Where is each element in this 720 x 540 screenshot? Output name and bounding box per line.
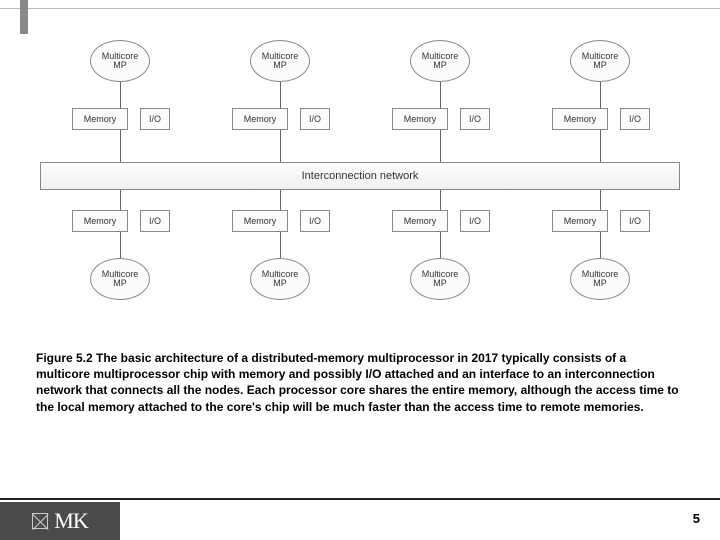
header-accent [20, 0, 28, 34]
multicore-mp-node: Multicore MP [90, 40, 150, 82]
multicore-mp-node: Multicore MP [410, 40, 470, 82]
connector-line [440, 190, 441, 210]
interconnect-label: Interconnection network [302, 170, 419, 182]
io-box: I/O [620, 108, 650, 130]
memory-box: Memory [552, 108, 608, 130]
connector-line [280, 232, 281, 258]
connector-line [440, 82, 441, 108]
multicore-mp-node: Multicore MP [570, 258, 630, 300]
connector-line [440, 130, 441, 162]
connector-line [600, 82, 601, 108]
io-box: I/O [300, 210, 330, 232]
memory-box: Memory [232, 210, 288, 232]
connector-line [600, 232, 601, 258]
memory-box: Memory [72, 210, 128, 232]
connector-line [280, 190, 281, 210]
memory-box: Memory [552, 210, 608, 232]
architecture-diagram: Interconnection network Multicore MP Memo… [40, 40, 680, 300]
page-number: 5 [693, 511, 700, 526]
logo-initials: MK [54, 508, 87, 534]
connector-line [120, 82, 121, 108]
figure-caption: Figure 5.2 The basic architecture of a d… [36, 350, 680, 415]
connector-line [120, 232, 121, 258]
footer-rule [0, 498, 720, 500]
publisher-logo: MK [0, 502, 120, 540]
connector-line [600, 130, 601, 162]
io-box: I/O [460, 210, 490, 232]
io-box: I/O [140, 210, 170, 232]
connector-line [120, 190, 121, 210]
connector-line [280, 82, 281, 108]
header-rule [0, 8, 720, 9]
memory-box: Memory [72, 108, 128, 130]
multicore-mp-node: Multicore MP [250, 40, 310, 82]
memory-box: Memory [232, 108, 288, 130]
interconnect-box: Interconnection network [40, 162, 680, 190]
connector-line [280, 130, 281, 162]
multicore-mp-node: Multicore MP [250, 258, 310, 300]
memory-box: Memory [392, 108, 448, 130]
multicore-mp-node: Multicore MP [90, 258, 150, 300]
multicore-mp-node: Multicore MP [570, 40, 630, 82]
io-box: I/O [140, 108, 170, 130]
io-box: I/O [460, 108, 490, 130]
connector-line [440, 232, 441, 258]
io-box: I/O [300, 108, 330, 130]
slide: Interconnection network Multicore MP Memo… [0, 0, 720, 540]
memory-box: Memory [392, 210, 448, 232]
multicore-mp-node: Multicore MP [410, 258, 470, 300]
connector-line [600, 190, 601, 210]
connector-line [120, 130, 121, 162]
logo-mark-icon [32, 513, 48, 529]
io-box: I/O [620, 210, 650, 232]
